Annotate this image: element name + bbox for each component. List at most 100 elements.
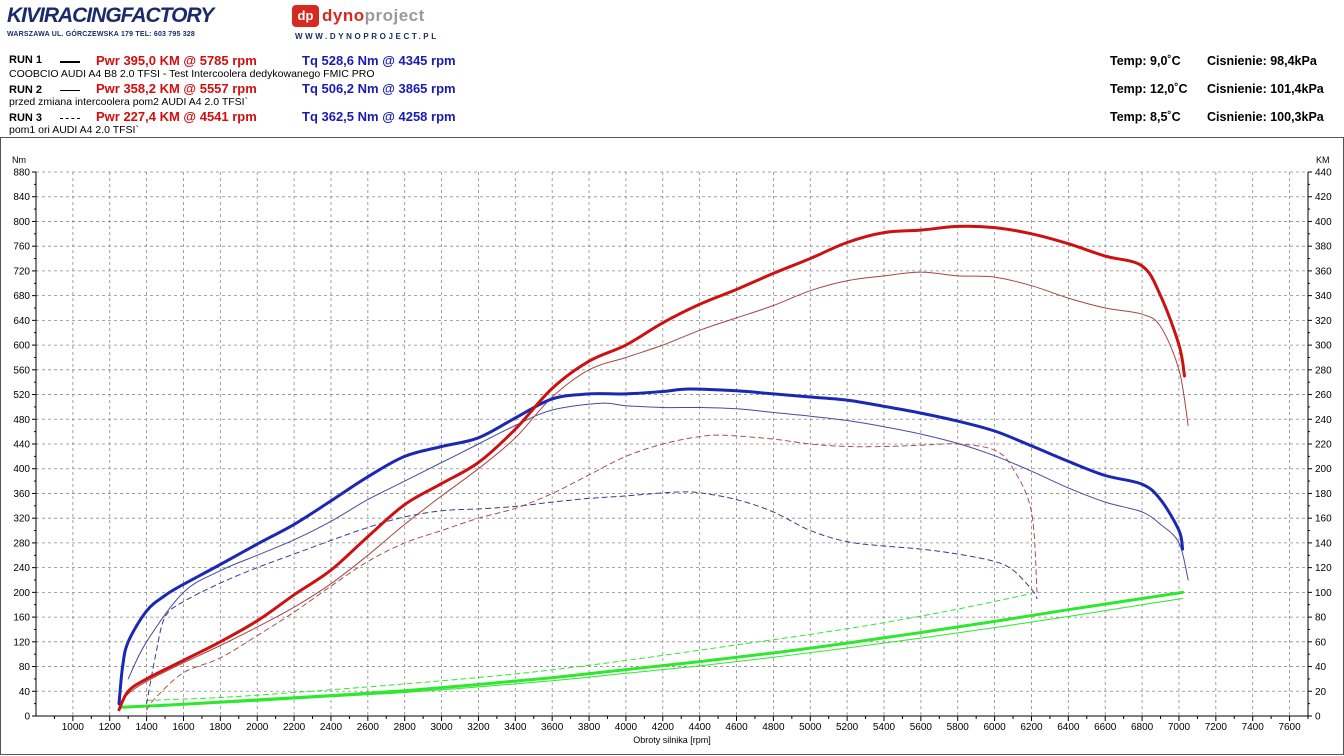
y-tick-label-right: 280 xyxy=(1315,365,1332,376)
chart-series xyxy=(117,224,1189,712)
run-3-power: Pwr 227,4 KM @ 4541 rpm xyxy=(96,109,257,124)
y-tick-label-right: 100 xyxy=(1315,588,1332,599)
x-tick-label: 7400 xyxy=(1242,722,1265,733)
dynoproject-wordmark: dynoproject xyxy=(322,6,425,26)
y-tick-label-right: 320 xyxy=(1315,316,1332,327)
y-tick-label-right: 120 xyxy=(1315,563,1332,574)
y-tick-label-left: 520 xyxy=(13,390,30,401)
x-tick-label: 5400 xyxy=(873,722,896,733)
x-tick-label: 7000 xyxy=(1168,722,1191,733)
y-axis-label-right: KM xyxy=(1316,155,1330,165)
x-axis-label: Obroty silnika [rpm] xyxy=(633,735,711,745)
y-tick-label-left: 360 xyxy=(13,489,30,500)
run-3-torque: Tq 362,5 Nm @ 4258 rpm xyxy=(302,109,456,124)
y-tick-label-left: 560 xyxy=(13,365,30,376)
x-tick-label: 3800 xyxy=(578,722,601,733)
x-tick-label: 5200 xyxy=(836,722,859,733)
x-tick-label: 4000 xyxy=(615,722,638,733)
x-tick-label: 2800 xyxy=(394,722,417,733)
x-tick-label: 5800 xyxy=(947,722,970,733)
run-2-temp: Temp: 12,0˚C xyxy=(1110,82,1188,96)
run-3-label: RUN 3 xyxy=(9,112,43,124)
x-tick-label: 6000 xyxy=(983,722,1006,733)
run-2-line-sample xyxy=(60,90,80,91)
run-1-power: Pwr 395,0 KM @ 5785 rpm xyxy=(96,53,257,68)
y-tick-label-left: 440 xyxy=(13,440,30,451)
y-tick-label-left: 0 xyxy=(24,712,30,723)
x-tick-label: 7200 xyxy=(1205,722,1228,733)
y-tick-label-right: 80 xyxy=(1315,613,1327,624)
y-tick-label-right: 260 xyxy=(1315,390,1332,401)
run-1-pressure: Cisnienie: 98,4kPa xyxy=(1207,54,1317,68)
y-tick-label-right: 20 xyxy=(1315,687,1327,698)
y-tick-label-left: 640 xyxy=(13,316,30,327)
x-tick-label: 3400 xyxy=(504,722,527,733)
x-tick-label: 6200 xyxy=(1020,722,1043,733)
y-tick-label-left: 800 xyxy=(13,217,30,228)
x-tick-label: 1200 xyxy=(99,722,122,733)
x-tick-label: 1800 xyxy=(209,722,232,733)
run-2-description: przed zmiana intercoolera pom2 AUDI A4 2… xyxy=(9,96,249,108)
y-tick-label-right: 60 xyxy=(1315,637,1327,648)
x-tick-label: 7600 xyxy=(1278,722,1301,733)
y-tick-label-right: 220 xyxy=(1315,440,1332,451)
y-tick-label-left: 480 xyxy=(13,415,30,426)
run-2-power: Pwr 358,2 KM @ 5557 rpm xyxy=(96,81,257,96)
x-tick-label: 3000 xyxy=(430,722,453,733)
run-1-label: RUN 1 xyxy=(9,54,43,66)
dynoproject-badge-icon: dp xyxy=(292,5,319,27)
y-tick-label-right: 140 xyxy=(1315,538,1332,549)
run-1-description: COOBCIO AUDI A4 B8 2.0 TFSI - Test Inter… xyxy=(9,68,375,80)
y-tick-label-right: 200 xyxy=(1315,464,1332,475)
y-tick-label-left: 840 xyxy=(13,192,30,203)
run-1-torque: Tq 528,6 Nm @ 4345 rpm xyxy=(302,53,456,68)
run-2-torque: Tq 506,2 Nm @ 3865 rpm xyxy=(302,81,456,96)
run-1-loss-line xyxy=(119,590,1185,709)
run-1-tq-line xyxy=(117,387,1185,706)
y-tick-label-right: 420 xyxy=(1315,192,1332,203)
dyno-word-a: dyno xyxy=(322,6,365,25)
run-2-label: RUN 2 xyxy=(9,84,43,96)
chart-frame xyxy=(0,137,1344,755)
y-axis-label-left: Nm xyxy=(12,155,26,165)
y-tick-label-right: 240 xyxy=(1315,415,1332,426)
x-tick-label: 6800 xyxy=(1131,722,1154,733)
y-tick-label-left: 760 xyxy=(13,242,30,253)
run-3-tq-line xyxy=(146,491,1038,705)
y-tick-label-left: 720 xyxy=(13,266,30,277)
y-tick-label-right: 340 xyxy=(1315,291,1332,302)
run-2-pwr-line xyxy=(118,271,1189,707)
dyno-word-b: project xyxy=(364,6,425,25)
run-3-pwr-line xyxy=(146,434,1038,711)
chart-axes: 1000 1200 1400 1600 1800 2000 2200 2400 2600 2800… xyxy=(13,168,1332,734)
y-tick-label-left: 280 xyxy=(13,538,30,549)
run-3-temp: Temp: 8,5˚C xyxy=(1110,110,1181,124)
x-tick-label: 4200 xyxy=(652,722,675,733)
y-tick-label-left: 160 xyxy=(13,613,30,624)
x-tick-label: 1600 xyxy=(172,722,195,733)
x-tick-label: 5000 xyxy=(799,722,822,733)
run-3-description: pom1 ori AUDI A4 2.0 TFSI` xyxy=(9,124,139,136)
y-tick-label-right: 360 xyxy=(1315,266,1332,277)
x-tick-label: 5600 xyxy=(910,722,933,733)
y-tick-label-left: 320 xyxy=(13,514,30,525)
y-tick-label-left: 120 xyxy=(13,637,30,648)
run-2-pressure: Cisnienie: 101,4kPa xyxy=(1207,82,1324,96)
y-tick-label-left: 80 xyxy=(19,662,31,673)
y-tick-label-left: 240 xyxy=(13,563,30,574)
x-tick-label: 6600 xyxy=(1094,722,1117,733)
run-1-temp: Temp: 9,0˚C xyxy=(1110,54,1181,68)
run-3-line-sample xyxy=(60,118,80,119)
y-tick-label-right: 40 xyxy=(1315,662,1327,673)
x-tick-label: 4400 xyxy=(689,722,712,733)
y-tick-label-right: 400 xyxy=(1315,217,1332,228)
brand-name: KIVIRACINGFACTORY xyxy=(7,4,214,27)
y-tick-label-right: 300 xyxy=(1315,341,1332,352)
x-tick-label: 6400 xyxy=(1057,722,1080,733)
x-tick-label: 2600 xyxy=(357,722,380,733)
y-tick-label-left: 400 xyxy=(13,464,30,475)
y-tick-label-right: 440 xyxy=(1315,168,1332,179)
y-tick-label-right: 0 xyxy=(1315,712,1321,723)
y-tick-label-left: 200 xyxy=(13,588,30,599)
run-3-pressure: Cisnienie: 100,3kPa xyxy=(1207,110,1324,124)
